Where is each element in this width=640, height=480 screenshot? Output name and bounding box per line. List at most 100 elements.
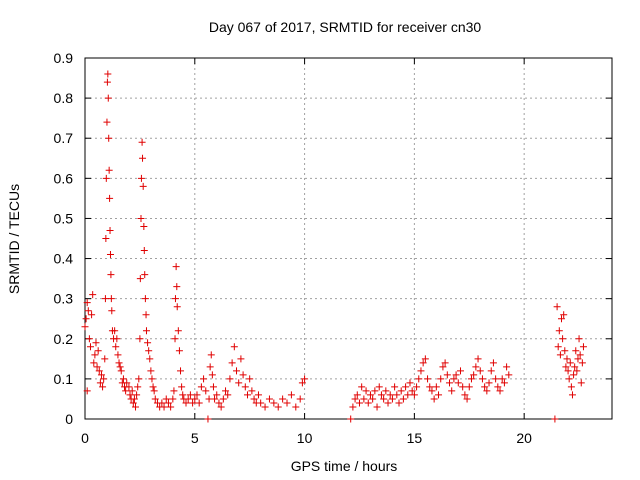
data-point bbox=[160, 403, 168, 411]
data-point bbox=[150, 387, 158, 395]
data-point bbox=[97, 371, 105, 379]
data-point bbox=[132, 403, 140, 411]
data-point bbox=[270, 399, 278, 407]
data-point bbox=[140, 222, 148, 230]
data-point bbox=[202, 387, 210, 395]
data-point bbox=[135, 375, 143, 383]
data-point bbox=[283, 399, 291, 407]
data-point bbox=[92, 339, 100, 347]
data-point bbox=[85, 335, 93, 343]
data-points bbox=[81, 70, 587, 423]
data-point bbox=[171, 335, 179, 343]
data-point bbox=[136, 335, 144, 343]
y-tick-label: 0.9 bbox=[54, 50, 74, 66]
data-point bbox=[574, 355, 582, 363]
data-point bbox=[164, 399, 172, 407]
data-point bbox=[360, 395, 368, 403]
data-point bbox=[174, 327, 182, 335]
data-point bbox=[454, 379, 462, 387]
data-point bbox=[472, 363, 480, 371]
data-point bbox=[561, 347, 569, 355]
data-point bbox=[193, 391, 201, 399]
data-point bbox=[450, 375, 458, 383]
data-point bbox=[254, 391, 262, 399]
data-point bbox=[397, 387, 405, 395]
data-point bbox=[144, 339, 152, 347]
data-point bbox=[136, 275, 144, 283]
data-point bbox=[134, 383, 142, 391]
data-point bbox=[557, 315, 565, 323]
data-point bbox=[496, 387, 504, 395]
data-point bbox=[301, 375, 309, 383]
data-point bbox=[579, 343, 587, 351]
data-point bbox=[446, 379, 454, 387]
data-point bbox=[169, 395, 177, 403]
data-point bbox=[382, 387, 390, 395]
data-point bbox=[347, 415, 355, 423]
data-point bbox=[148, 375, 156, 383]
data-point bbox=[419, 359, 427, 367]
data-point bbox=[146, 355, 154, 363]
data-point bbox=[233, 367, 241, 375]
y-tick-label: 0.6 bbox=[54, 170, 74, 186]
data-point bbox=[578, 359, 586, 367]
data-point bbox=[430, 395, 438, 403]
data-point bbox=[217, 403, 225, 411]
data-point bbox=[364, 399, 372, 407]
data-point bbox=[349, 403, 357, 411]
data-point bbox=[279, 395, 287, 403]
data-point bbox=[492, 375, 500, 383]
data-point bbox=[474, 355, 482, 363]
data-point bbox=[296, 395, 304, 403]
data-point bbox=[102, 235, 110, 242]
data-point bbox=[209, 383, 217, 391]
data-point bbox=[459, 383, 467, 391]
data-point bbox=[126, 391, 134, 399]
x-tick-label: 20 bbox=[516, 430, 532, 446]
data-point bbox=[485, 379, 493, 387]
x-tick-label: 0 bbox=[81, 430, 89, 446]
data-point bbox=[551, 415, 559, 423]
data-point bbox=[568, 391, 576, 399]
data-point bbox=[274, 403, 282, 411]
data-point bbox=[560, 311, 568, 319]
x-axis-label: GPS time / hours bbox=[291, 458, 398, 474]
data-point bbox=[129, 399, 137, 407]
data-point bbox=[89, 291, 97, 299]
data-point bbox=[83, 387, 91, 395]
data-point bbox=[573, 367, 581, 375]
data-point bbox=[145, 347, 153, 355]
data-point bbox=[257, 399, 265, 407]
data-point bbox=[570, 371, 578, 379]
data-point bbox=[500, 379, 508, 387]
data-point bbox=[235, 379, 243, 387]
data-point bbox=[142, 311, 150, 319]
data-point bbox=[122, 387, 130, 395]
data-point bbox=[565, 375, 573, 383]
data-point bbox=[559, 335, 567, 343]
data-point bbox=[158, 399, 166, 407]
data-point bbox=[128, 387, 136, 395]
data-point bbox=[489, 359, 497, 367]
data-point bbox=[184, 395, 192, 403]
data-point bbox=[248, 387, 256, 395]
data-point bbox=[108, 307, 116, 315]
data-point bbox=[443, 371, 451, 379]
data-point bbox=[94, 347, 102, 355]
data-point bbox=[102, 174, 110, 182]
data-point bbox=[571, 363, 579, 371]
data-point bbox=[219, 395, 227, 403]
data-point bbox=[115, 359, 123, 367]
y-tick-label: 0.5 bbox=[54, 210, 74, 226]
data-point bbox=[243, 391, 251, 399]
data-point bbox=[86, 343, 94, 351]
y-tick-label: 0.8 bbox=[54, 90, 74, 106]
data-point bbox=[553, 303, 561, 311]
data-point bbox=[498, 375, 506, 383]
data-point bbox=[88, 311, 96, 319]
data-point bbox=[575, 335, 583, 343]
data-point bbox=[426, 383, 434, 391]
data-point bbox=[104, 70, 112, 78]
data-point bbox=[371, 387, 379, 395]
data-point bbox=[101, 355, 109, 363]
